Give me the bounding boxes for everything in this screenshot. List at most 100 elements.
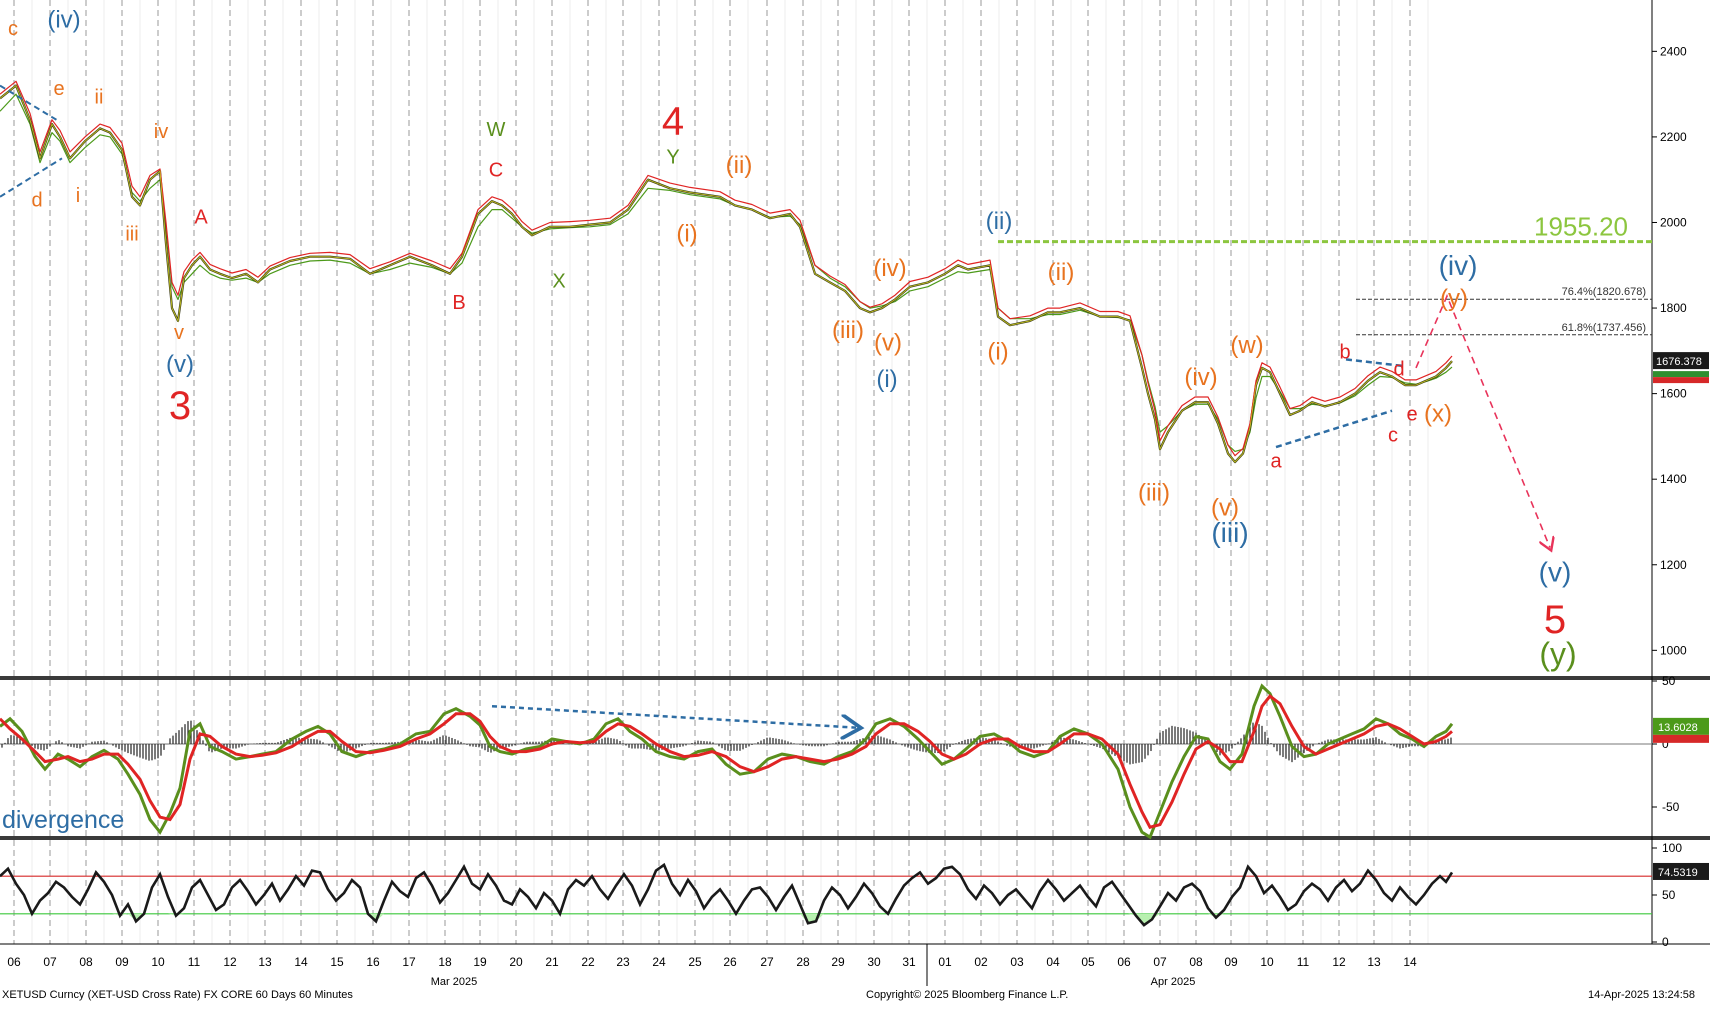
x-tick-label: 29 [831, 955, 845, 969]
wave-label: (iv) [47, 7, 80, 34]
wave-label: (ii) [726, 152, 753, 179]
x-tick-label: 20 [509, 955, 523, 969]
fib-label: 76.4%(1820.678) [1562, 286, 1646, 298]
x-month-label: Mar 2025 [431, 976, 477, 988]
wave-label: (v) [874, 330, 902, 357]
x-tick-label: 07 [1153, 955, 1167, 969]
wave-label: d [1393, 358, 1404, 380]
wave-label: 3 [169, 384, 191, 428]
current-price-value: 1676.378 [1656, 356, 1702, 368]
wave-label: Y [666, 147, 679, 169]
price-series-green [0, 93, 1453, 452]
divergence-arrow [491, 704, 856, 727]
rsi-tick-label: 50 [1662, 888, 1676, 902]
wave-label: ii [95, 87, 104, 109]
wave-label: (i) [676, 221, 697, 248]
x-tick-label: 09 [115, 955, 129, 969]
wave-label: X [552, 271, 565, 293]
x-tick-label: 07 [43, 955, 57, 969]
price-tag-red [1653, 377, 1709, 384]
rsi-oversold-fill [112, 913, 120, 916]
x-tick-label: 13 [1367, 955, 1381, 969]
x-tick-label: 13 [258, 955, 272, 969]
rsi-current-value: 74.5319 [1658, 867, 1698, 879]
wave-label: iv [154, 121, 168, 143]
triangle-line [1275, 409, 1393, 449]
x-tick-label: 11 [188, 955, 201, 969]
wave-label: (v) [166, 351, 194, 378]
wave-label: i [76, 185, 80, 207]
macd-tag-red [1653, 734, 1709, 743]
wave-label: 5 [1544, 598, 1566, 642]
x-tick-label: 01 [938, 955, 952, 969]
x-tick-label: 28 [796, 955, 810, 969]
wave-label: c [1388, 425, 1398, 447]
wave-label: (iii) [832, 317, 864, 344]
wave-label: (w) [1230, 332, 1263, 359]
x-tick-label: 08 [1189, 955, 1203, 969]
price-tick-label: 1400 [1660, 472, 1687, 486]
gridlines [13, 0, 1429, 944]
price-tag-green [1653, 371, 1709, 378]
wave-label: iii [125, 224, 138, 246]
x-tick-label: 09 [1224, 955, 1238, 969]
wave-label: (iii) [1138, 480, 1170, 507]
x-tick-label: 10 [1260, 955, 1274, 969]
triangle-line [0, 157, 63, 198]
wave-label: W [487, 119, 506, 141]
price-series-overlay [0, 84, 1453, 463]
price-series-red [0, 80, 1453, 457]
x-tick-label: 31 [902, 955, 916, 969]
x-tick-label: 27 [760, 955, 774, 969]
wave-label: (i) [987, 338, 1008, 365]
wave-label: (iv) [1439, 250, 1478, 281]
wave-label: a [1270, 450, 1282, 472]
footer-ticker-description: XETUSD Curncy (XET-USD Cross Rate) FX CO… [2, 989, 353, 1001]
panel-frames [0, 0, 1710, 945]
wave-label: e [1406, 403, 1417, 425]
wave-label: (iv) [873, 255, 906, 282]
x-tick-label: 08 [79, 955, 93, 969]
x-tick-label: 03 [1010, 955, 1024, 969]
footer-timestamp: 14-Apr-2025 13:24:58 [1588, 989, 1696, 1001]
x-tick-label: 05 [1081, 955, 1095, 969]
level-label-1955: 1955.20 [1534, 212, 1628, 242]
x-tick-label: 17 [402, 955, 416, 969]
fib-label: 61.8%(1737.456) [1562, 322, 1646, 334]
x-tick-label: 14 [294, 955, 308, 969]
x-tick-label: 15 [330, 955, 344, 969]
price-tick-label: 1000 [1660, 643, 1687, 657]
x-tick-label: 22 [581, 955, 595, 969]
x-tick-label: 24 [652, 955, 666, 969]
wave-label: d [31, 189, 42, 211]
macd-current-tag [1653, 717, 1709, 735]
rsi-line [0, 862, 1454, 927]
rsi-panel [0, 862, 1652, 927]
x-tick-label: 26 [723, 955, 737, 969]
wave-label: (v) [1539, 557, 1572, 588]
panel-separator [0, 836, 1710, 840]
macd-tick-label: 50 [1662, 674, 1676, 688]
price-tick-label: 1600 [1660, 387, 1687, 401]
macd-tick-label: 0 [1662, 737, 1669, 751]
price-tick-label: 2400 [1660, 44, 1687, 58]
panel-separator [0, 676, 1710, 680]
wave-label: (v) [1211, 494, 1239, 521]
macd-panel: divergence [0, 683, 1652, 840]
wave-label: B [452, 292, 465, 314]
wave-label: 4 [662, 100, 684, 144]
x-tick-label: 19 [473, 955, 487, 969]
x-tick-label: 04 [1046, 955, 1060, 969]
price-tick-label: 1800 [1660, 301, 1687, 315]
rsi-current-tag [1653, 862, 1709, 880]
x-tick-label: 14 [1403, 955, 1417, 969]
x-tick-label: 21 [545, 955, 559, 969]
price-tick-label: 2000 [1660, 215, 1687, 229]
x-tick-label: 02 [974, 955, 988, 969]
x-tick-label: 16 [366, 955, 380, 969]
wave-label: (x) [1424, 400, 1452, 427]
macd-current-value: 13.6028 [1658, 722, 1698, 734]
wave-label: e [53, 78, 64, 100]
x-tick-label: 23 [616, 955, 630, 969]
